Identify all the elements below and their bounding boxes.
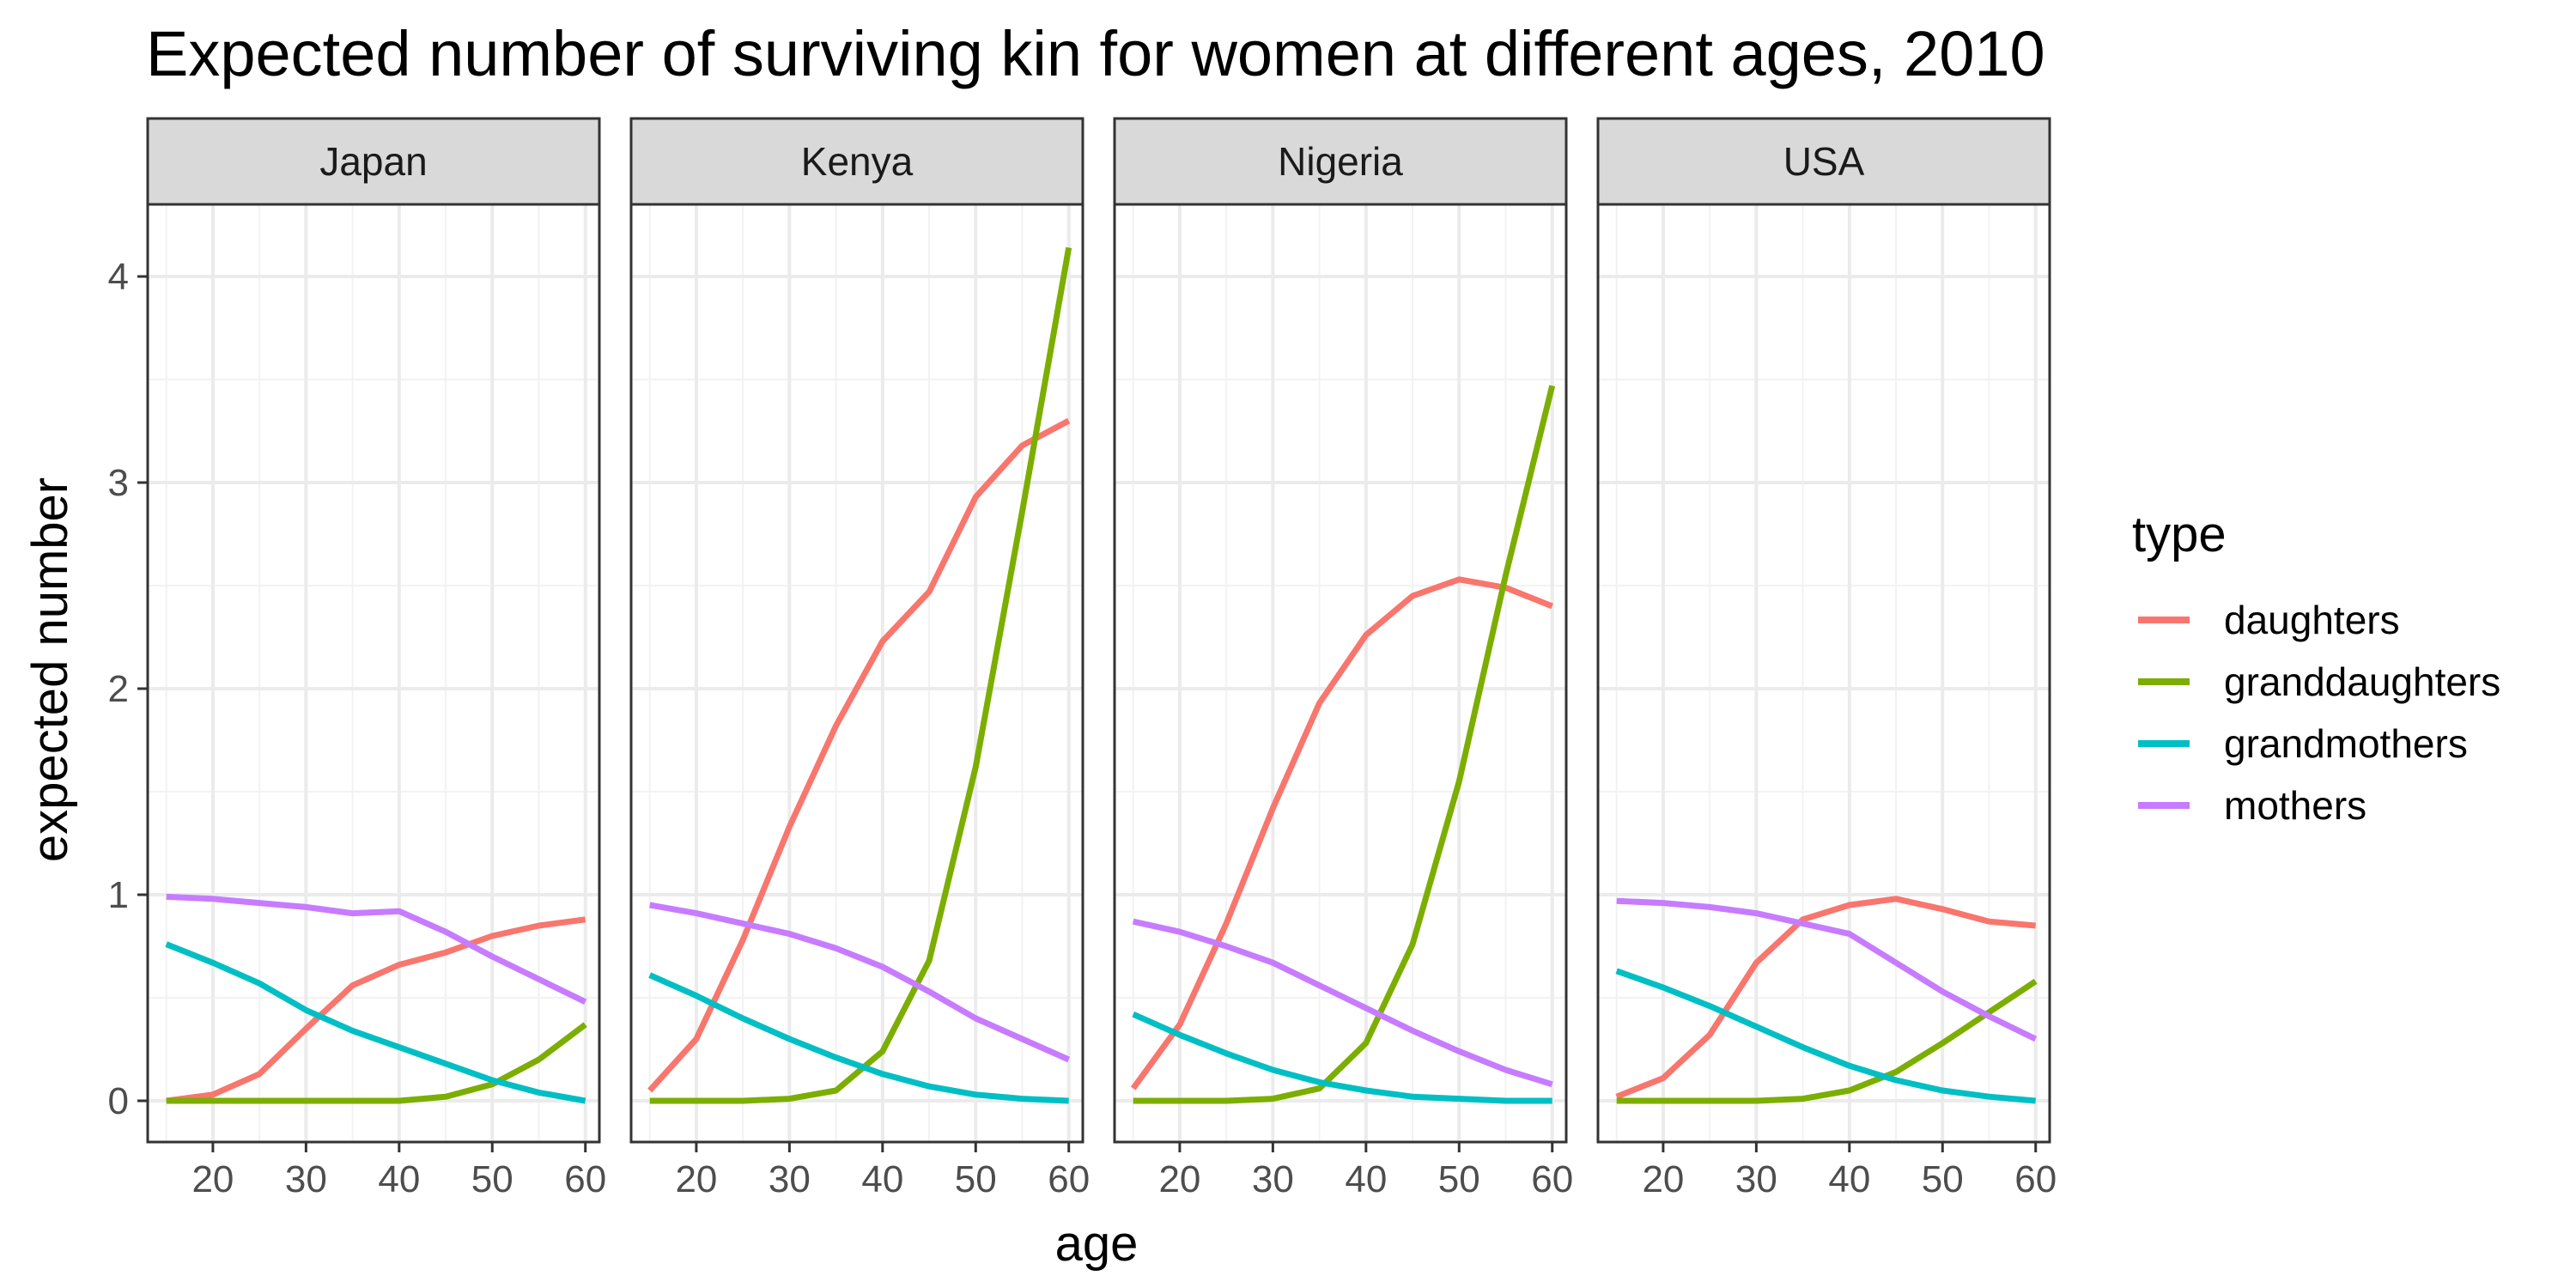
panel-border [629, 203, 1084, 1144]
panel-border [1596, 203, 2051, 1144]
series-line-daughters [1130, 576, 1553, 1091]
x-tick-label: 50 [955, 1158, 997, 1200]
strip-japan [146, 117, 601, 206]
series-line-granddaughters [1616, 978, 2038, 1104]
legend-item-daughters: daughters [2138, 598, 2400, 642]
x-axis-title: age [1055, 1216, 1139, 1272]
x-tick-label: 20 [675, 1158, 717, 1200]
x-tick-label: 50 [1922, 1158, 1964, 1200]
panel-background [631, 204, 1083, 1142]
panel-japan: Japan 20 30 40 50 60 0 1 2 3 4 [108, 117, 606, 1200]
legend-label: daughters [2224, 598, 2400, 642]
series-line-daughters [1615, 896, 2037, 1100]
y-axis-title: expected number [22, 477, 78, 862]
x-tick-label: 50 [1438, 1158, 1480, 1200]
x-tick-label: 30 [285, 1158, 327, 1200]
panel-background [1598, 204, 2050, 1142]
panel-background [148, 204, 599, 1142]
series-line-grandmothers [648, 972, 1069, 1104]
series-line-mothers [1132, 918, 1553, 1088]
series-line-granddaughters [1133, 385, 1556, 1104]
x-tick-label: 40 [378, 1158, 420, 1200]
legend-label: grandmothers [2224, 721, 2468, 766]
series-line-mothers [166, 893, 587, 1005]
x-tick-label: 30 [1252, 1158, 1294, 1200]
panel-border [1113, 203, 1568, 1144]
series-line-granddaughters [166, 1022, 587, 1104]
series-line-daughters [166, 916, 586, 1104]
panel-border [146, 203, 601, 1144]
y-tick-label: 3 [108, 462, 129, 504]
strip-label: Kenya [801, 139, 914, 184]
series-line-grandmothers [165, 941, 586, 1104]
series-line-mothers [649, 902, 1071, 1063]
series-line-granddaughters [649, 246, 1072, 1104]
legend-item-mothers: mothers [2138, 783, 2366, 828]
series-line-grandmothers [1615, 968, 2037, 1104]
legend-label: granddaughters [2224, 659, 2500, 704]
x-tick-label: 20 [1642, 1158, 1684, 1200]
chart-title: Expected number of surviving kin for wom… [146, 18, 2045, 89]
x-tick-label: 50 [471, 1158, 513, 1200]
legend: daughters granddaughters grandmothers mothe… [2138, 598, 2500, 828]
x-tick-label: 30 [769, 1158, 811, 1200]
legend-item-grandmothers: grandmothers [2138, 721, 2468, 766]
strip-label: USA [1783, 139, 1865, 184]
y-tick-label: 0 [108, 1080, 129, 1122]
strip-usa [1596, 117, 2051, 206]
x-tick-label: 30 [1735, 1158, 1777, 1200]
series-line-daughters [647, 417, 1071, 1093]
x-tick-label: 40 [1828, 1158, 1870, 1200]
strip-label: Nigeria [1278, 139, 1403, 184]
x-tick-label: 40 [861, 1158, 903, 1200]
series-line-grandmothers [1132, 1011, 1552, 1104]
y-tick-label: 1 [108, 874, 129, 916]
x-tick-label: 40 [1345, 1158, 1387, 1200]
legend-label: mothers [2224, 783, 2366, 828]
legend-title: type [2132, 507, 2227, 562]
strip-nigeria [1113, 117, 1568, 206]
strip-label: Japan [319, 139, 427, 184]
panel-kenya: Kenya 20 30 40 50 60 [629, 117, 1090, 1200]
x-tick-label: 60 [2014, 1158, 2057, 1200]
legend-item-granddaughters: granddaughters [2138, 659, 2500, 704]
panel-nigeria: Nigeria 20 30 40 50 60 [1113, 117, 1573, 1200]
x-tick-label: 60 [1048, 1158, 1090, 1200]
y-tick-label: 2 [108, 668, 129, 710]
y-tick-label: 4 [108, 256, 129, 298]
series-line-mothers [1616, 897, 2038, 1042]
x-tick-label: 20 [191, 1158, 234, 1200]
strip-kenya [629, 117, 1084, 206]
x-tick-label: 60 [1531, 1158, 1573, 1200]
panel-usa: USA 20 30 40 50 60 [1596, 117, 2057, 1200]
x-tick-label: 20 [1158, 1158, 1200, 1200]
x-tick-label: 60 [564, 1158, 606, 1200]
